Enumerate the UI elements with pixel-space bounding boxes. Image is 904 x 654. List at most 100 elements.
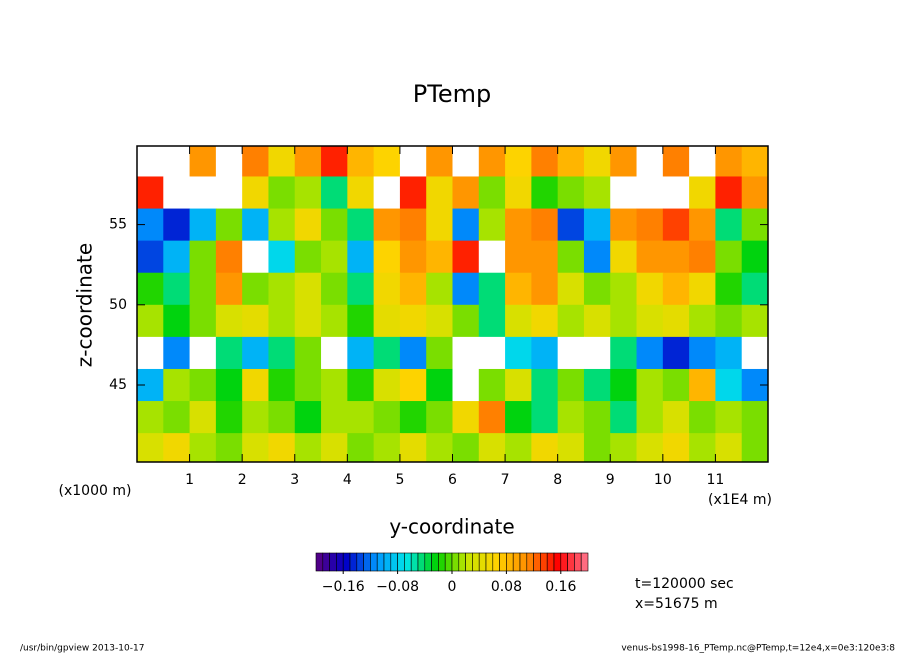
heatmap-cell xyxy=(505,208,532,242)
heatmap-cell xyxy=(242,272,270,306)
heatmap-cell xyxy=(610,240,638,274)
heatmap-cell xyxy=(583,240,611,274)
heatmap-cell xyxy=(268,304,296,338)
heatmap-cell xyxy=(163,433,191,462)
heatmap-cell xyxy=(583,304,611,338)
colorbar-cell xyxy=(438,552,446,572)
colorbar-cell xyxy=(397,552,405,572)
heatmap-cell xyxy=(137,336,164,370)
heatmap-cell xyxy=(689,304,717,338)
colorbar-cell xyxy=(410,552,419,572)
heatmap-cell xyxy=(505,433,532,462)
heatmap-cell xyxy=(636,368,664,402)
x-tick-label: 8 xyxy=(553,472,562,488)
heatmap-cell xyxy=(242,336,270,370)
y-tick-label: 55 xyxy=(109,217,127,233)
heatmap-cell xyxy=(741,304,768,338)
heatmap-cell xyxy=(715,146,743,178)
heatmap-cell xyxy=(189,146,217,178)
heatmap-cell xyxy=(662,272,690,306)
heatmap-cell xyxy=(163,368,191,402)
heatmap-cell xyxy=(137,433,164,462)
footer-left: /usr/bin/gpview 2013-10-17 xyxy=(20,644,144,654)
colorbar-cell xyxy=(329,552,337,572)
heatmap-cell xyxy=(399,368,427,402)
heatmap-cell xyxy=(505,401,532,434)
heatmap-cell xyxy=(321,433,348,462)
heatmap-cell xyxy=(715,272,743,306)
heatmap-cell xyxy=(610,433,638,462)
note: x=51675 m xyxy=(635,596,718,612)
colorbar-cell xyxy=(499,552,507,572)
heatmap-cell xyxy=(531,433,559,462)
heatmap-cell xyxy=(610,304,638,338)
heatmap-cell xyxy=(505,272,532,306)
heatmap-cell xyxy=(610,146,638,178)
heatmap-cell xyxy=(531,146,559,178)
heatmap-cell xyxy=(452,336,480,370)
colorbar-cell xyxy=(485,552,494,572)
heatmap-cell xyxy=(321,336,348,370)
heatmap-cell xyxy=(610,176,638,210)
heatmap-cell xyxy=(583,208,611,242)
heatmap-cell xyxy=(347,208,375,242)
heatmap-cell xyxy=(610,336,638,370)
colorbar-cell xyxy=(526,552,534,572)
heatmap-cell xyxy=(347,272,375,306)
heatmap-cell xyxy=(636,208,664,242)
colorbar-cell xyxy=(465,552,473,572)
heatmap-cell xyxy=(137,176,164,210)
heatmap-cell xyxy=(189,176,217,210)
heatmap-cell xyxy=(531,240,559,274)
heatmap-cell xyxy=(321,272,348,306)
heatmap-cell xyxy=(347,433,375,462)
heatmap-cell xyxy=(452,208,480,242)
heatmap-cell xyxy=(715,176,743,210)
heatmap-cell xyxy=(478,304,506,338)
heatmap-cell xyxy=(426,208,454,242)
heatmap-cell xyxy=(689,272,717,306)
heatmap-cell xyxy=(242,368,270,402)
colorbar-cell xyxy=(424,552,432,572)
heatmap-cell xyxy=(268,272,296,306)
heatmap-cell xyxy=(662,401,690,434)
heatmap-cell xyxy=(689,368,717,402)
heatmap-cell xyxy=(662,433,690,462)
heatmap-cell xyxy=(557,240,585,274)
heatmap-cell xyxy=(242,176,270,210)
heatmap-cell xyxy=(610,272,638,306)
heatmap-cell xyxy=(399,272,427,306)
heatmap-cell xyxy=(557,146,585,178)
heatmap-cell xyxy=(294,336,322,370)
heatmap-cell xyxy=(294,401,322,434)
colorbar-cell xyxy=(349,552,358,572)
colorbar-cell xyxy=(404,552,412,572)
heatmap-cell xyxy=(452,240,480,274)
heatmap-cell xyxy=(741,176,768,210)
heatmap-cell xyxy=(505,304,532,338)
y-axis-unit: (x1000 m) xyxy=(59,483,132,499)
heatmap-cell xyxy=(215,176,243,210)
heatmap-cell xyxy=(505,240,532,274)
heatmap-cell xyxy=(268,401,296,434)
heatmap-cell xyxy=(505,176,532,210)
colorbar-cell xyxy=(376,552,385,572)
heatmap-cell xyxy=(426,240,454,274)
colorbar-cell xyxy=(363,552,371,572)
heatmap-cell xyxy=(636,146,664,178)
heatmap-cell xyxy=(347,401,375,434)
y-tick-label: 50 xyxy=(109,297,127,313)
heatmap-cell xyxy=(689,176,717,210)
colorbar-cell xyxy=(533,552,541,572)
heatmap-cell xyxy=(294,176,322,210)
footer-right: venus-bs1998-16_PTemp.nc@PTemp,t=12e4,x=… xyxy=(621,644,895,654)
heatmap-cell xyxy=(478,433,506,462)
heatmap-cell xyxy=(636,272,664,306)
heatmap-cell xyxy=(373,272,401,306)
colorbar-cell xyxy=(512,552,521,572)
heatmap-cell xyxy=(189,368,217,402)
x-axis-label: y-coordinate xyxy=(389,515,514,539)
heatmap-cell xyxy=(399,433,427,462)
heatmap-cell xyxy=(373,401,401,434)
